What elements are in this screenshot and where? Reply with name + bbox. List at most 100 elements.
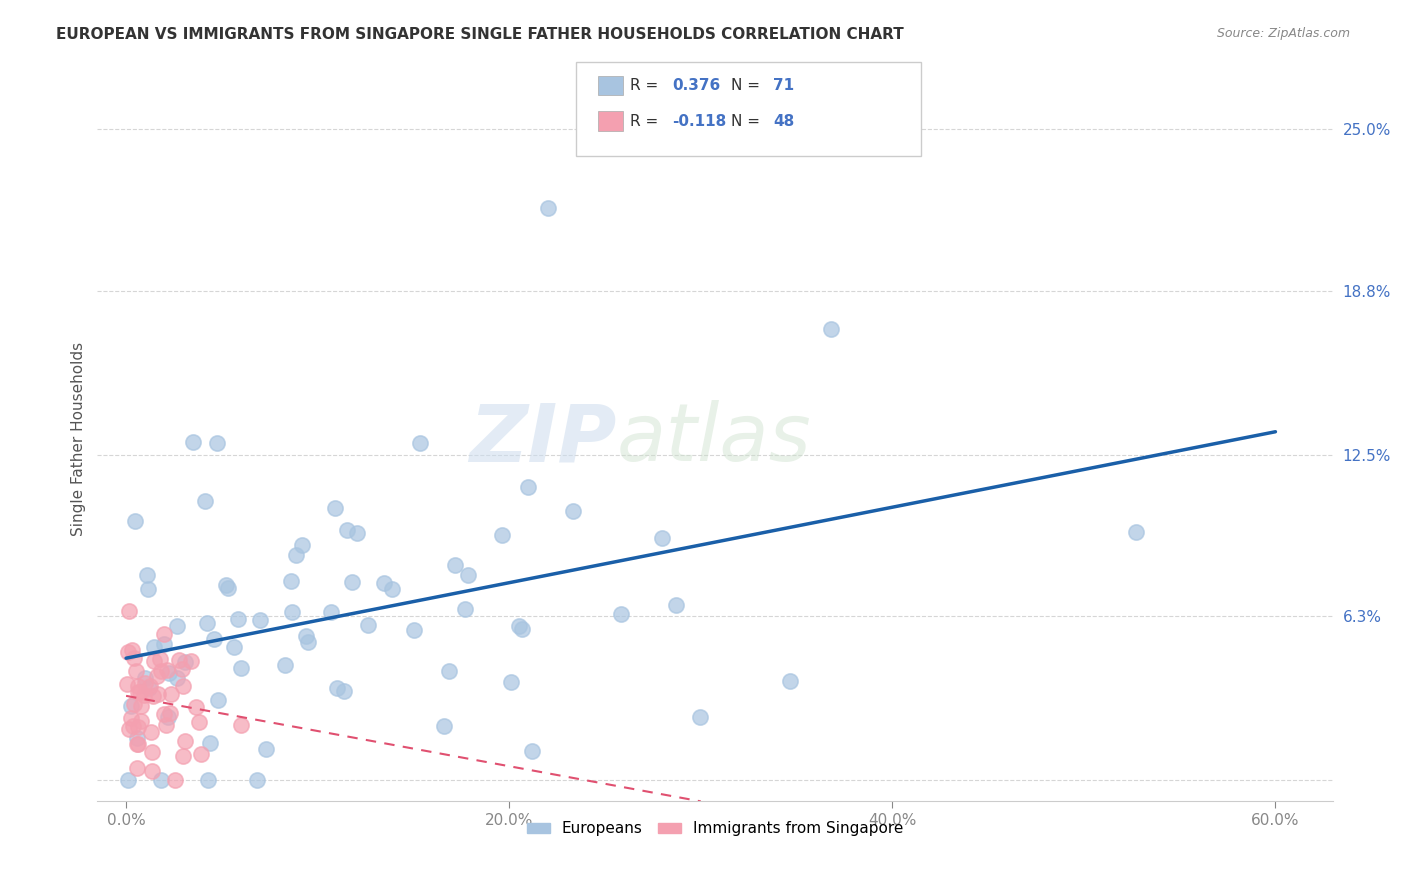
Point xyxy=(517,480,540,494)
Text: -0.118: -0.118 xyxy=(672,114,727,128)
Point xyxy=(215,578,238,592)
Point xyxy=(409,435,432,450)
Point xyxy=(820,322,842,336)
Point xyxy=(437,665,460,679)
Y-axis label: Single Father Households: Single Father Households xyxy=(72,343,86,536)
Point xyxy=(195,616,218,631)
Point xyxy=(284,548,307,562)
Text: N =: N = xyxy=(731,114,765,128)
Point xyxy=(779,674,801,689)
Point xyxy=(150,664,173,678)
Point xyxy=(124,514,146,528)
Point xyxy=(207,693,229,707)
Point xyxy=(120,698,142,713)
Point xyxy=(150,773,173,788)
Point xyxy=(1125,524,1147,539)
Text: 48: 48 xyxy=(773,114,794,128)
Point xyxy=(146,687,169,701)
Point xyxy=(121,719,143,733)
Point xyxy=(457,568,479,582)
Point xyxy=(117,677,139,691)
Point xyxy=(173,734,195,748)
Point xyxy=(356,617,378,632)
Point xyxy=(297,635,319,649)
Point xyxy=(152,637,174,651)
Point xyxy=(499,675,522,690)
Text: 0.376: 0.376 xyxy=(672,78,720,93)
Point xyxy=(127,737,149,751)
Point xyxy=(254,741,277,756)
Point xyxy=(249,613,271,627)
Point xyxy=(124,651,146,665)
Point xyxy=(138,681,160,695)
Point xyxy=(246,773,269,788)
Point xyxy=(205,436,228,450)
Point xyxy=(346,526,368,541)
Point xyxy=(142,640,165,655)
Point xyxy=(561,504,583,518)
Point xyxy=(326,681,349,696)
Point xyxy=(117,645,139,659)
Text: atlas: atlas xyxy=(616,401,811,478)
Point xyxy=(159,706,181,720)
Point xyxy=(274,657,297,672)
Point xyxy=(520,744,543,758)
Point xyxy=(142,689,165,703)
Point xyxy=(134,671,156,685)
Point xyxy=(127,679,149,693)
Point xyxy=(153,707,176,722)
Point xyxy=(610,607,633,622)
Text: ZIP: ZIP xyxy=(470,401,616,478)
Point xyxy=(187,714,209,729)
Point xyxy=(117,773,139,788)
Point xyxy=(333,684,356,698)
Point xyxy=(373,576,395,591)
Point xyxy=(136,582,159,596)
Point xyxy=(127,720,149,734)
Point xyxy=(127,731,149,745)
Point xyxy=(136,568,159,582)
Point xyxy=(295,629,318,643)
Point xyxy=(510,622,533,636)
Point xyxy=(280,605,302,619)
Text: N =: N = xyxy=(731,78,765,93)
Point xyxy=(508,619,530,633)
Point xyxy=(665,599,688,613)
Point xyxy=(131,714,153,728)
Point xyxy=(404,623,426,637)
Point xyxy=(141,745,163,759)
Point xyxy=(181,435,204,450)
Point xyxy=(197,773,219,788)
Point xyxy=(173,655,195,669)
Point xyxy=(157,665,180,680)
Point xyxy=(217,581,239,595)
Point xyxy=(229,718,252,732)
Point xyxy=(155,718,177,732)
Point xyxy=(321,605,343,619)
Point xyxy=(143,654,166,668)
Point xyxy=(141,764,163,779)
Point xyxy=(156,663,179,677)
Point xyxy=(169,653,191,667)
Text: Source: ZipAtlas.com: Source: ZipAtlas.com xyxy=(1216,27,1350,40)
Point xyxy=(194,494,217,508)
Point xyxy=(148,651,170,665)
Point xyxy=(229,661,252,675)
Point xyxy=(291,538,314,552)
Point xyxy=(222,640,245,655)
Point xyxy=(139,679,162,693)
Point xyxy=(226,612,249,626)
Point xyxy=(121,643,143,657)
Point xyxy=(491,528,513,542)
Point xyxy=(443,558,465,572)
Point xyxy=(129,685,152,699)
Text: EUROPEAN VS IMMIGRANTS FROM SINGAPORE SINGLE FATHER HOUSEHOLDS CORRELATION CHART: EUROPEAN VS IMMIGRANTS FROM SINGAPORE SI… xyxy=(56,27,904,42)
Point xyxy=(180,654,202,668)
Text: 71: 71 xyxy=(773,78,794,93)
Point xyxy=(125,761,148,775)
Point xyxy=(454,602,477,616)
Point xyxy=(204,632,226,646)
Legend: Europeans, Immigrants from Singapore: Europeans, Immigrants from Singapore xyxy=(519,814,911,844)
Point xyxy=(166,619,188,633)
Point xyxy=(172,749,194,764)
